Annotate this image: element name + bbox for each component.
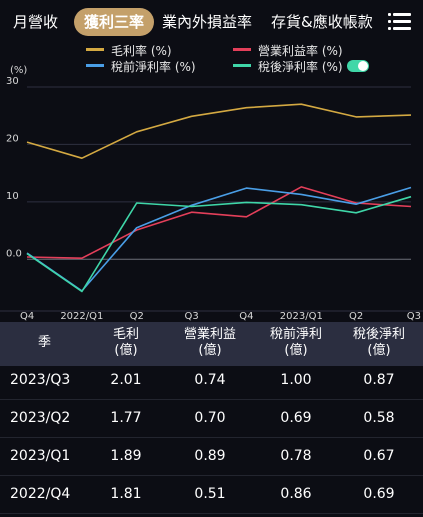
series-line <box>26 186 412 292</box>
cell-gross-profit: 2.01 <box>110 372 142 388</box>
cell-quarter: 2023/Q3 <box>10 372 71 388</box>
table-row[interactable]: 2023/Q1 1.89 0.89 0.78 0.67 <box>0 438 423 476</box>
cell-quarter: 2023/Q2 <box>10 410 71 426</box>
cell-gross-profit: 1.89 <box>110 448 142 464</box>
y-tick-label: 10 <box>6 191 19 202</box>
header-line: 毛利 <box>112 327 139 342</box>
cell-net-income: 0.67 <box>363 448 395 464</box>
header-unit: (億) <box>198 343 222 358</box>
y-tick-label: 30 <box>6 76 19 87</box>
x-tick-label: Q4 <box>20 311 34 322</box>
y-tick-label: 0.0 <box>6 248 22 259</box>
legend-swatch <box>233 64 251 67</box>
x-tick-label: Q4 <box>239 311 253 322</box>
legend-operating-margin[interactable]: 營業利益率 (%) <box>233 44 343 58</box>
cell-operating-income: 0.51 <box>194 486 226 502</box>
margin-line-chart: (%) 30 20 10 0.0 Q4 2022/Q1 Q2 Q3 Q4 2023/Q1 Q2 Q3 <box>0 65 423 322</box>
tab-non-operating-ratio[interactable]: 業內外損益率 <box>162 13 253 31</box>
header-operating-income: 營業利益 (億) <box>175 327 245 359</box>
x-tick-label: 2023/Q1 <box>280 311 323 322</box>
cell-quarter: 2023/Q1 <box>10 448 71 464</box>
table-header: 季 毛利 (億) 營業利益 (億) 稅前淨利 (億) 稅後淨利 (億) <box>0 322 423 366</box>
cell-quarter: 2022/Q4 <box>10 486 71 502</box>
table-row[interactable]: 2022/Q4 1.81 0.51 0.86 0.69 <box>0 476 423 514</box>
y-axis-label: (%) <box>10 65 27 76</box>
legend-swatch <box>233 48 251 51</box>
legend-gross-margin[interactable]: 毛利率 (%) <box>86 44 172 58</box>
cell-gross-profit: 1.81 <box>110 486 142 502</box>
x-tick-label: Q3 <box>407 311 421 322</box>
legend-label: 營業利益率 (%) <box>258 44 343 58</box>
header-line: 營業利益 <box>183 327 236 342</box>
header-line: 稅前淨利 <box>269 327 322 342</box>
legend-label: 稅前淨利率 (%) <box>111 60 196 74</box>
header-gross-profit: 毛利 (億) <box>96 327 156 359</box>
x-tick-label: 2022/Q1 <box>60 311 103 322</box>
x-tick-label: Q2 <box>349 311 363 322</box>
legend-net-margin[interactable]: 稅後淨利率 (%) <box>233 60 343 74</box>
tab-monthly-revenue[interactable]: 月營收 <box>13 13 59 31</box>
legend-label: 稅後淨利率 (%) <box>258 60 343 74</box>
tab-profit-margins[interactable]: 獲利三率 <box>74 8 155 36</box>
header-unit: (億) <box>367 343 391 358</box>
y-tick-label: 20 <box>6 133 19 144</box>
cell-pretax-income: 1.00 <box>280 372 312 388</box>
series-line <box>26 195 412 293</box>
tab-inventory-receivables[interactable]: 存貨&應收帳款 <box>271 13 373 31</box>
legend-swatch <box>86 48 104 51</box>
cell-operating-income: 0.89 <box>194 448 226 464</box>
cell-pretax-income: 0.69 <box>280 410 312 426</box>
cell-net-income: 0.58 <box>363 410 395 426</box>
series-line <box>26 186 412 260</box>
cell-operating-income: 0.70 <box>194 410 226 426</box>
table-row[interactable]: 2023/Q2 1.77 0.70 0.69 0.58 <box>0 400 423 438</box>
header-net-income: 稅後淨利 (億) <box>344 327 414 359</box>
menu-icon[interactable] <box>371 0 423 42</box>
x-tick-label: Q2 <box>130 311 144 322</box>
cell-gross-profit: 1.77 <box>110 410 142 426</box>
legend-swatch <box>86 64 104 67</box>
cell-operating-income: 0.74 <box>194 372 226 388</box>
series-toggle[interactable] <box>347 60 369 72</box>
cell-pretax-income: 0.86 <box>280 486 312 502</box>
header-quarter: 季 <box>38 335 52 350</box>
legend-pretax-margin[interactable]: 稅前淨利率 (%) <box>86 60 196 74</box>
header-pretax-income: 稅前淨利 (億) <box>261 327 331 359</box>
series-line <box>26 103 412 159</box>
tab-bar: 月營收 獲利三率 業內外損益率 存貨&應收帳款 <box>0 0 423 42</box>
x-tick-label: Q3 <box>184 311 198 322</box>
legend-label: 毛利率 (%) <box>111 44 172 58</box>
header-unit: (億) <box>284 343 308 358</box>
cell-pretax-income: 0.78 <box>280 448 312 464</box>
cell-net-income: 0.69 <box>363 486 395 502</box>
table-row[interactable]: 2023/Q3 2.01 0.74 1.00 0.87 <box>0 362 423 400</box>
header-unit: (億) <box>114 343 138 358</box>
header-line: 稅後淨利 <box>352 327 405 342</box>
cell-net-income: 0.87 <box>363 372 395 388</box>
